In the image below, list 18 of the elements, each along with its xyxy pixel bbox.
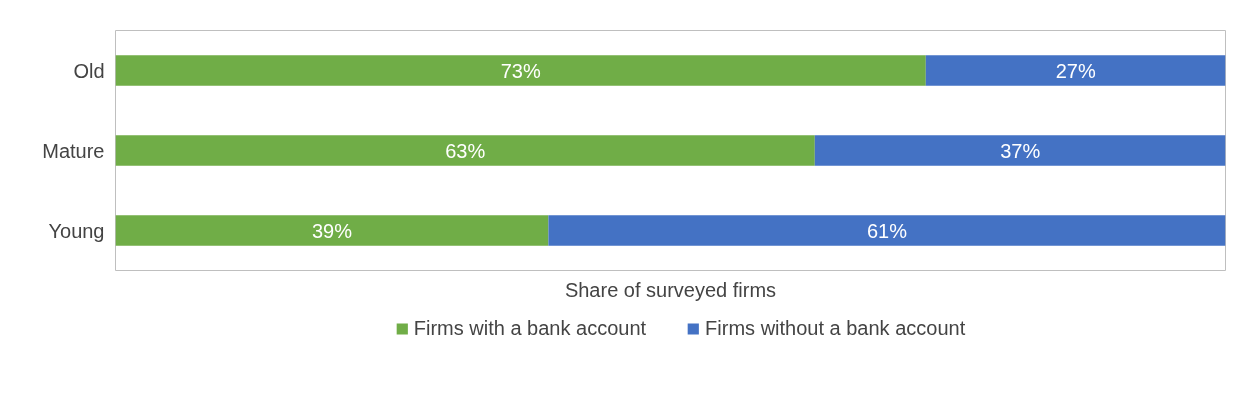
bar — [115, 215, 549, 246]
bar — [548, 215, 1226, 246]
data-label: 73% — [500, 59, 541, 82]
legend-label: Firms without a bank account — [705, 316, 966, 340]
y-tick-label: Young — [48, 219, 105, 242]
bar — [115, 135, 815, 166]
bar — [115, 55, 926, 86]
data-label: 61% — [866, 219, 908, 242]
legend-label: Firms with a bank account — [413, 316, 647, 340]
y-tick-label: Mature — [42, 139, 105, 162]
data-label: 27% — [1055, 59, 1096, 82]
data-label: 63% — [445, 139, 486, 162]
y-tick-label: Old — [73, 59, 105, 82]
bar — [925, 55, 1226, 86]
data-label: 39% — [311, 219, 353, 242]
bar — [814, 135, 1226, 166]
x-axis-title: Share of surveyed firms — [564, 278, 777, 301]
data-label: 37% — [1000, 139, 1041, 162]
